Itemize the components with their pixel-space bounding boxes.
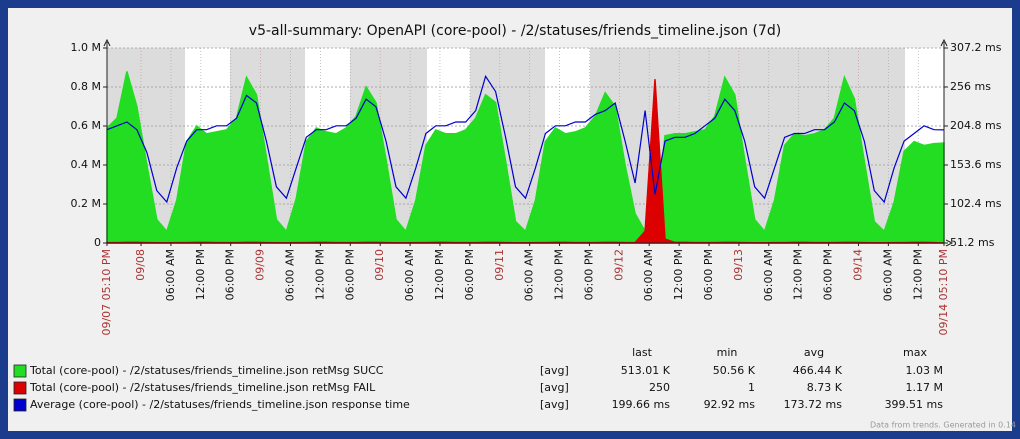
legend-stat: 250 bbox=[649, 381, 670, 394]
arrow bbox=[940, 38, 948, 47]
legend-stat: 1 bbox=[748, 381, 755, 394]
x-tick-label: 09/10 bbox=[373, 249, 386, 281]
x-tick-label: 12:00 PM bbox=[792, 249, 805, 300]
x-tick-label: 06:00 AM bbox=[523, 249, 536, 301]
chart-title: v5-all-summary: OpenAPI (core-pool) - /2… bbox=[249, 23, 781, 39]
legend-label: Total (core-pool) - /2/statuses/friends_… bbox=[29, 381, 376, 394]
y2-tick-label: 204.8 ms bbox=[950, 119, 1002, 132]
legend-stat: 1.03 M bbox=[906, 364, 943, 377]
y2-tick-label: 153.6 ms bbox=[950, 158, 1002, 171]
y-tick-label: 0.6 M bbox=[71, 119, 101, 132]
x-tick-label: 09/09 bbox=[254, 249, 267, 281]
x-tick-label: 06:00 AM bbox=[642, 249, 655, 301]
legend-function: [avg] bbox=[540, 364, 569, 377]
x-tick-label: 12:00 PM bbox=[911, 249, 924, 300]
area bbox=[106, 71, 945, 244]
y-tick-label: 0 bbox=[94, 236, 101, 249]
legend-header: max bbox=[903, 346, 927, 359]
arrow bbox=[103, 38, 111, 47]
x-tick-label: 09/13 bbox=[732, 249, 745, 281]
footer: Data from trends. Generated in 0.14 bbox=[870, 421, 1016, 430]
x-tick-label: 06:00 AM bbox=[284, 249, 297, 301]
legend-function: [avg] bbox=[540, 381, 569, 394]
legend-label: Average (core-pool) - /2/statuses/friend… bbox=[30, 398, 410, 411]
x-tick-label: 06:00 PM bbox=[702, 249, 715, 300]
legend-swatch bbox=[13, 381, 27, 395]
legend-stat: 8.73 K bbox=[807, 381, 843, 394]
y-tick-label: 1.0 M bbox=[71, 41, 101, 54]
legend-header: last bbox=[632, 346, 653, 359]
x-tick-label: 06:00 PM bbox=[463, 249, 476, 300]
legend-stat: 199.66 ms bbox=[612, 398, 671, 411]
line bbox=[106, 74, 945, 204]
x-tick-label: 06:00 PM bbox=[343, 249, 356, 300]
x-tick-label: 09/08 bbox=[134, 249, 147, 281]
legend-stat: 513.01 K bbox=[621, 364, 671, 377]
x-tick-label: 12:00 PM bbox=[194, 249, 207, 300]
x-tick-label: 12:00 PM bbox=[672, 249, 685, 300]
x-tick-label: 12:00 PM bbox=[553, 249, 566, 300]
x-tick-label: 09/11 bbox=[493, 249, 506, 281]
x-tick-label: 06:00 AM bbox=[762, 249, 775, 301]
legend-header: avg bbox=[804, 346, 824, 359]
y-tick-label: 0.4 M bbox=[71, 158, 101, 171]
y2-tick-label: 256 ms bbox=[950, 80, 991, 93]
arrow bbox=[945, 239, 954, 247]
x-tick-label: 09/12 bbox=[612, 249, 625, 281]
legend-stat: 173.72 ms bbox=[784, 398, 843, 411]
x-tick-label: 12:00 PM bbox=[433, 249, 446, 300]
y2-tick-label: 51.2 ms bbox=[950, 236, 995, 249]
x-tick-label: 06:00 PM bbox=[582, 249, 595, 300]
x-tick-label: 09/14 bbox=[851, 249, 864, 281]
x-tick-label: 06:00 PM bbox=[224, 249, 237, 300]
legend-stat: 92.92 ms bbox=[704, 398, 756, 411]
x-tick-label: 06:00 AM bbox=[164, 249, 177, 301]
legend-swatch bbox=[13, 398, 27, 412]
y2-tick-label: 102.4 ms bbox=[950, 197, 1002, 210]
legend-stat: 1.17 M bbox=[906, 381, 943, 394]
legend-function: [avg] bbox=[540, 398, 569, 411]
legend-stat: 466.44 K bbox=[793, 364, 843, 377]
x-tick-label: 09/14 05:10 PM bbox=[937, 249, 950, 336]
y2-tick-label: 307.2 ms bbox=[950, 41, 1002, 54]
x-tick-label: 09/07 05:10 PM bbox=[100, 249, 113, 336]
legend-header: min bbox=[717, 346, 738, 359]
x-tick-label: 12:00 PM bbox=[313, 249, 326, 300]
axes bbox=[103, 38, 954, 247]
x-tick-label: 06:00 PM bbox=[822, 249, 835, 300]
legend-stat: 399.51 ms bbox=[885, 398, 944, 411]
x-tick-label: 06:00 AM bbox=[403, 249, 416, 301]
x-tick-label: 06:00 AM bbox=[881, 249, 894, 301]
legend-swatch bbox=[13, 364, 27, 378]
legend-label: Total (core-pool) - /2/statuses/friends_… bbox=[29, 364, 384, 377]
y-tick-label: 0.2 M bbox=[71, 197, 101, 210]
y-tick-label: 0.8 M bbox=[71, 80, 101, 93]
legend-stat: 50.56 K bbox=[713, 364, 756, 377]
